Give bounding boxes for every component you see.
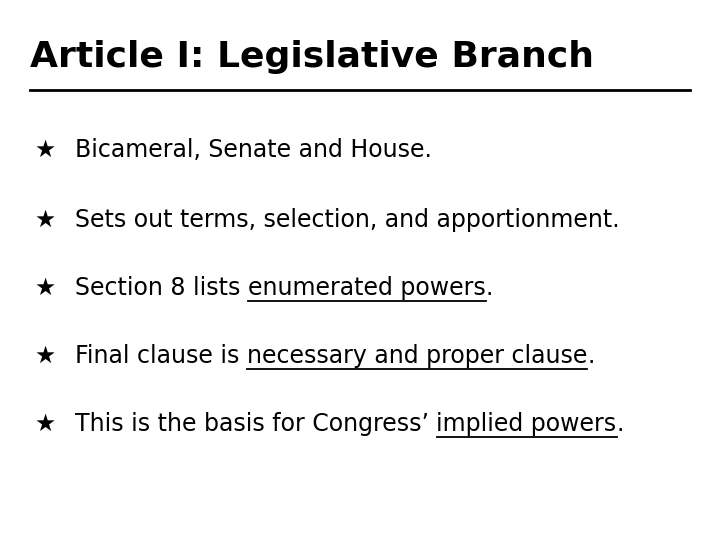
Text: .: . bbox=[485, 276, 493, 300]
Text: ★: ★ bbox=[35, 138, 55, 162]
Text: ★: ★ bbox=[35, 344, 55, 368]
Text: .: . bbox=[616, 412, 624, 436]
Text: ★: ★ bbox=[35, 276, 55, 300]
Text: ★: ★ bbox=[35, 412, 55, 436]
Text: enumerated powers: enumerated powers bbox=[248, 276, 485, 300]
Text: implied powers: implied powers bbox=[436, 412, 616, 436]
Text: Sets out terms, selection, and apportionment.: Sets out terms, selection, and apportion… bbox=[75, 208, 620, 232]
Text: Section 8 lists: Section 8 lists bbox=[75, 276, 248, 300]
Text: Article I: Legislative Branch: Article I: Legislative Branch bbox=[30, 40, 594, 74]
Text: Bicameral, Senate and House.: Bicameral, Senate and House. bbox=[75, 138, 432, 162]
Text: ★: ★ bbox=[35, 208, 55, 232]
Text: .: . bbox=[588, 344, 595, 368]
Text: Final clause is: Final clause is bbox=[75, 344, 247, 368]
Text: necessary and proper clause: necessary and proper clause bbox=[247, 344, 588, 368]
Text: This is the basis for Congress’: This is the basis for Congress’ bbox=[75, 412, 436, 436]
